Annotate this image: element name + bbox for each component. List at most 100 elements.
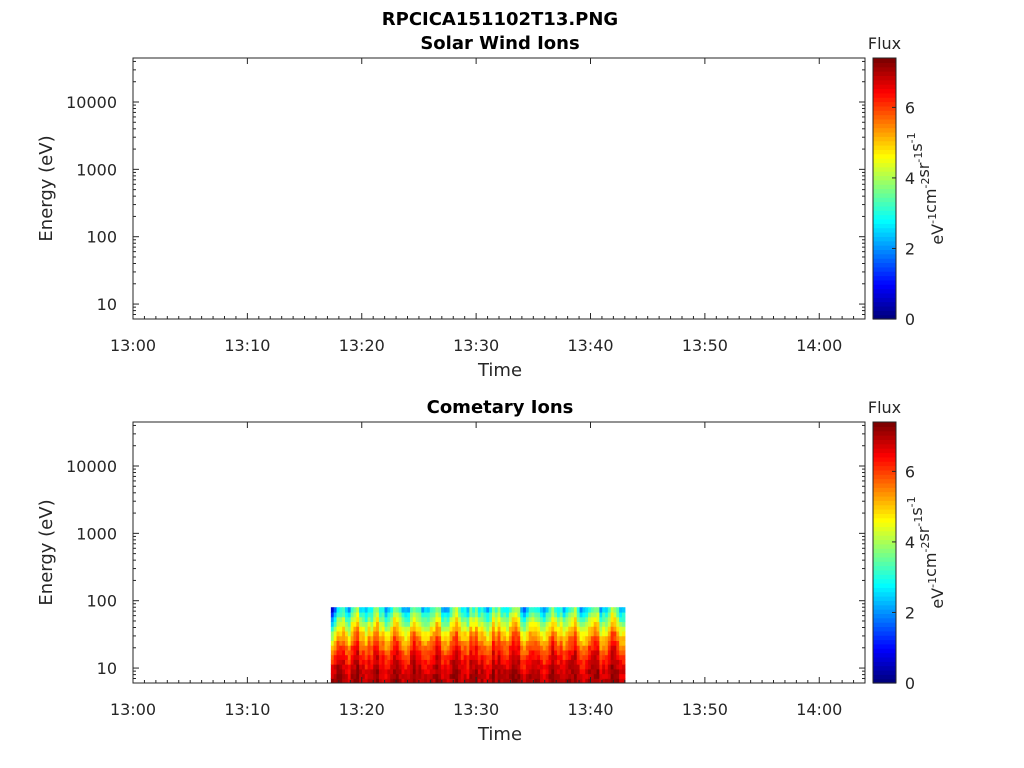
flux-cell bbox=[393, 654, 397, 660]
flux-cell bbox=[429, 630, 434, 637]
unit-base: cm bbox=[921, 553, 940, 577]
flux-cell bbox=[528, 673, 533, 679]
flux-cell bbox=[497, 630, 502, 637]
flux-cell bbox=[455, 654, 459, 660]
flux-cell bbox=[432, 640, 437, 646]
flux-cell bbox=[359, 673, 363, 679]
flux-cell bbox=[410, 659, 414, 665]
flux-cell bbox=[576, 635, 581, 641]
flux-cell bbox=[455, 611, 459, 618]
flux-cell bbox=[353, 668, 357, 675]
flux-cell bbox=[438, 607, 442, 613]
flux-cell bbox=[460, 664, 465, 670]
flux-cell bbox=[489, 668, 493, 675]
flux-cell bbox=[610, 654, 615, 660]
flux-cell bbox=[393, 640, 397, 646]
flux-cell bbox=[621, 616, 626, 623]
flux-cell bbox=[480, 645, 485, 651]
flux-cell bbox=[330, 645, 335, 651]
flux-cell bbox=[588, 668, 592, 675]
colorbar-swatch bbox=[873, 223, 896, 229]
flux-cell bbox=[410, 611, 414, 618]
colorbar-swatch bbox=[873, 639, 896, 645]
flux-cell bbox=[551, 649, 555, 656]
flux-cell bbox=[415, 668, 420, 675]
flux-cell bbox=[545, 621, 550, 627]
unit-exponent: -1 bbox=[926, 577, 939, 588]
flux-cell bbox=[556, 635, 561, 641]
flux-cell bbox=[395, 630, 400, 637]
flux-cell bbox=[469, 626, 473, 632]
flux-cell bbox=[381, 607, 386, 613]
flux-cell bbox=[426, 630, 431, 637]
flux-cell bbox=[458, 616, 462, 623]
flux-cell bbox=[370, 630, 374, 637]
flux-cell bbox=[531, 621, 535, 627]
flux-cell bbox=[571, 607, 575, 613]
flux-cell bbox=[475, 664, 479, 670]
flux-cell bbox=[582, 626, 586, 632]
flux-cell bbox=[616, 640, 620, 646]
colorbar-frame bbox=[872, 421, 897, 684]
flux-cell bbox=[619, 616, 623, 623]
colorbar-swatch bbox=[873, 482, 896, 488]
flux-cell bbox=[469, 654, 473, 660]
flux-cell bbox=[588, 645, 592, 651]
flux-cell bbox=[556, 673, 561, 679]
flux-cell bbox=[531, 649, 535, 656]
flux-cell bbox=[540, 635, 544, 641]
flux-cell bbox=[573, 607, 578, 613]
flux-cell bbox=[602, 649, 606, 656]
flux-cell bbox=[506, 635, 510, 641]
flux-cell bbox=[378, 673, 383, 679]
flux-cell bbox=[545, 659, 550, 665]
flux-cell bbox=[339, 659, 343, 665]
flux-cell bbox=[435, 645, 439, 651]
flux-cell bbox=[401, 659, 405, 665]
colorbar-swatch bbox=[873, 548, 896, 554]
flux-cell bbox=[605, 673, 609, 679]
colorbar-swatch bbox=[873, 88, 896, 94]
flux-cell bbox=[412, 626, 417, 632]
flux-cell bbox=[359, 654, 363, 660]
flux-cell bbox=[342, 630, 346, 637]
flux-cell bbox=[345, 668, 349, 675]
flux-cell bbox=[483, 649, 487, 656]
flux-cell bbox=[621, 654, 626, 660]
flux-cell bbox=[590, 630, 595, 637]
flux-cell bbox=[582, 630, 586, 637]
flux-cell bbox=[568, 664, 572, 670]
flux-cell bbox=[602, 616, 606, 623]
flux-cell bbox=[441, 664, 445, 670]
flux-cell bbox=[525, 678, 530, 683]
colorbar-swatch bbox=[873, 232, 896, 237]
flux-cell bbox=[596, 678, 600, 683]
flux-cell bbox=[593, 630, 598, 637]
flux-cell bbox=[486, 616, 490, 623]
flux-cell bbox=[364, 630, 369, 637]
flux-cell bbox=[446, 654, 451, 660]
flux-cell bbox=[605, 649, 609, 656]
flux-cell bbox=[534, 645, 538, 651]
flux-cell bbox=[599, 668, 603, 675]
flux-cell bbox=[607, 668, 612, 675]
flux-cell bbox=[613, 649, 617, 656]
flux-cell bbox=[534, 607, 538, 613]
flux-cell bbox=[415, 673, 420, 679]
flux-cell bbox=[531, 635, 535, 641]
unit-base: s bbox=[907, 507, 926, 515]
colorbar-swatch bbox=[873, 179, 896, 185]
flux-cell bbox=[531, 659, 535, 665]
flux-cell bbox=[596, 649, 600, 656]
flux-cell bbox=[593, 626, 598, 632]
flux-cell bbox=[573, 673, 578, 679]
flux-cell bbox=[621, 678, 626, 683]
flux-cell bbox=[579, 640, 584, 646]
flux-cell bbox=[404, 630, 408, 637]
flux-cell bbox=[336, 664, 340, 670]
flux-cell bbox=[460, 635, 465, 641]
flux-cell bbox=[336, 635, 340, 641]
flux-cell bbox=[390, 635, 394, 641]
flux-cell bbox=[384, 649, 388, 656]
flux-cell bbox=[545, 649, 550, 656]
